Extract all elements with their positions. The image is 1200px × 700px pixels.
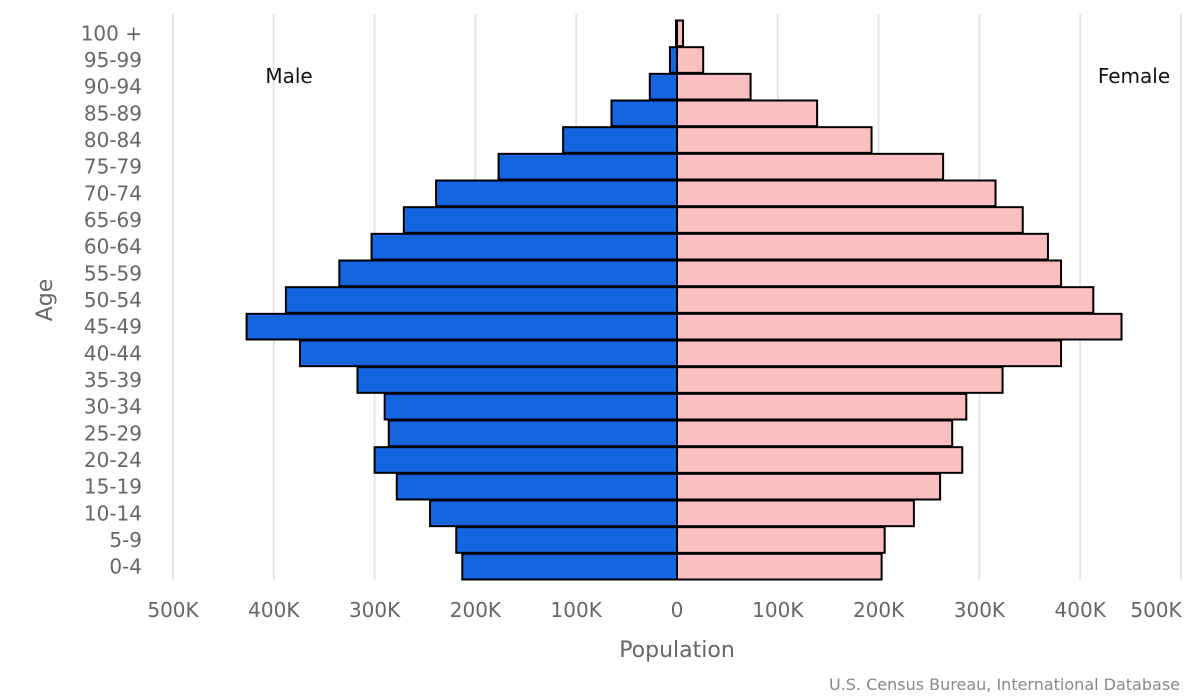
male-bar-15_19[interactable]	[395, 472, 678, 501]
male-series-label: Male	[265, 64, 312, 88]
male-bar-45_49[interactable]	[245, 312, 678, 341]
male-bar-55_59[interactable]	[338, 259, 678, 288]
female-bar-45_49[interactable]	[676, 312, 1123, 341]
male-bar-90_94[interactable]	[648, 72, 678, 101]
y-tick-label: 75-79	[84, 155, 142, 179]
x-tick-label: 400K	[1055, 598, 1107, 622]
y-tick-label: 60-64	[84, 235, 142, 259]
female-bar-40_44[interactable]	[676, 339, 1063, 368]
male-bar-20_24[interactable]	[373, 446, 678, 474]
female-bar-100[interactable]	[676, 19, 685, 48]
female-series-label: Female	[1098, 64, 1170, 88]
male-bar-0_4[interactable]	[461, 552, 678, 581]
male-bar-70_74[interactable]	[435, 179, 679, 208]
x-tick-label: 200K	[450, 598, 502, 622]
y-tick-label: 50-54	[84, 288, 142, 312]
male-bar-25_29[interactable]	[387, 419, 678, 448]
male-bar-30_34[interactable]	[383, 392, 678, 421]
x-tick-label: 100K	[551, 598, 603, 622]
female-bar-25_29[interactable]	[676, 419, 954, 448]
x-axis-title: Population	[619, 638, 735, 663]
y-tick-label: 10-14	[84, 501, 142, 525]
y-tick-label: 80-84	[84, 128, 142, 152]
bars	[245, 19, 1123, 581]
female-bar-95_99[interactable]	[676, 46, 705, 74]
female-bar-60_64[interactable]	[676, 232, 1049, 261]
female-bar-0_4[interactable]	[676, 552, 883, 581]
y-axis-title: Age	[33, 279, 58, 322]
male-bar-85_89[interactable]	[610, 99, 678, 128]
x-tick-label: 400K	[248, 598, 300, 622]
source-credit[interactable]: U.S. Census Bureau, International Databa…	[829, 675, 1180, 694]
y-tick-label: 30-34	[84, 395, 142, 419]
female-bar-85_89[interactable]	[676, 99, 819, 128]
female-bar-55_59[interactable]	[676, 259, 1063, 288]
female-bar-30_34[interactable]	[676, 392, 968, 421]
y-tick-label: 95-99	[84, 48, 142, 72]
male-bar-40_44[interactable]	[299, 339, 678, 368]
female-bar-50_54[interactable]	[676, 286, 1095, 314]
x-tick-label: 500K	[147, 598, 199, 622]
y-tick-label: 35-39	[84, 368, 142, 392]
y-tick-label: 55-59	[84, 261, 142, 285]
male-bar-35_39[interactable]	[356, 366, 678, 394]
y-tick-label: 20-24	[84, 448, 142, 472]
x-tick-label: 300K	[954, 598, 1006, 622]
x-tick-label: 0	[671, 598, 684, 622]
female-bar-80_84[interactable]	[676, 126, 873, 154]
y-tick-label: 65-69	[84, 208, 142, 232]
x-tick-label: 300K	[349, 598, 401, 622]
x-tick-label: 500K	[1130, 598, 1182, 622]
male-bar-65_69[interactable]	[402, 206, 678, 234]
male-bar-95_99[interactable]	[668, 46, 678, 74]
y-tick-label: 70-74	[84, 181, 142, 205]
female-bar-5_9[interactable]	[676, 526, 886, 554]
y-tick-label: 15-19	[84, 475, 142, 499]
male-bar-50_54[interactable]	[284, 286, 678, 314]
female-bar-70_74[interactable]	[676, 179, 997, 208]
female-bar-90_94[interactable]	[676, 72, 752, 101]
y-tick-label: 85-89	[84, 101, 142, 125]
x-axis-ticks: 500K 400K 300K 200K 100K 0 100K 200K 300K 400K 500…	[147, 598, 1182, 622]
y-tick-label: 0-4	[109, 555, 142, 579]
male-bar-80_84[interactable]	[562, 126, 679, 154]
y-tick-label: 5-9	[109, 528, 142, 552]
female-bar-75_79[interactable]	[676, 152, 945, 181]
x-tick-label: 200K	[853, 598, 905, 622]
female-bar-35_39[interactable]	[676, 366, 1004, 394]
female-bar-20_24[interactable]	[676, 446, 964, 474]
male-bar-60_64[interactable]	[370, 232, 678, 261]
y-tick-label: 40-44	[84, 341, 142, 365]
female-bar-65_69[interactable]	[676, 206, 1024, 234]
y-tick-label: 100 +	[81, 21, 142, 45]
male-bar-10_14[interactable]	[429, 499, 679, 528]
male-bar-75_79[interactable]	[497, 152, 679, 181]
male-bar-5_9[interactable]	[455, 526, 678, 554]
x-tick-label: 100K	[752, 598, 804, 622]
female-bar-15_19[interactable]	[676, 472, 942, 501]
y-tick-label: 45-49	[84, 315, 142, 339]
y-tick-label: 90-94	[84, 75, 142, 99]
female-bar-10_14[interactable]	[676, 499, 915, 528]
y-tick-label: 25-29	[84, 421, 142, 445]
